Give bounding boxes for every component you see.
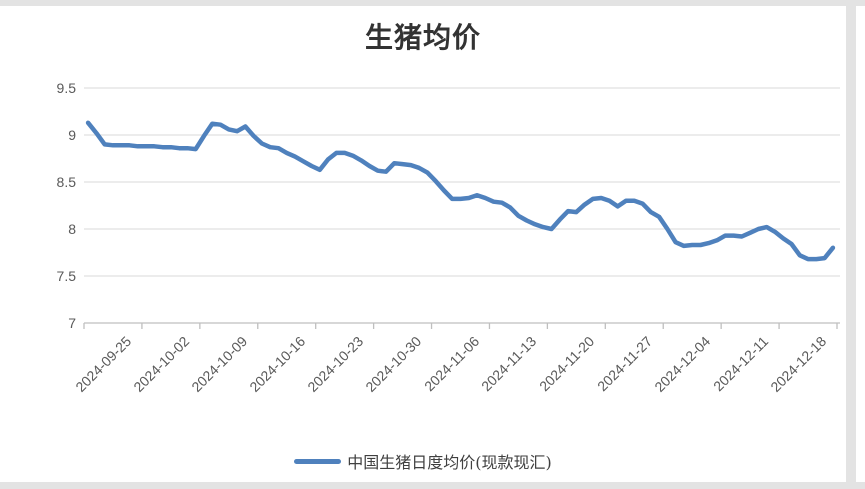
y-axis-tick-label: 8.5 — [56, 174, 76, 190]
y-axis-tick-label: 8 — [68, 221, 76, 237]
y-axis-tick-label: 9 — [68, 127, 76, 143]
frame-strip-bottom — [0, 482, 865, 489]
price-series-line — [85, 120, 836, 262]
legend: 中国生猪日度均价(现款现汇) — [0, 449, 846, 473]
legend-line-swatch — [294, 458, 342, 464]
y-axis-tick-label: 9.5 — [56, 80, 76, 96]
frame-strip-right — [846, 0, 856, 489]
y-axis-tick-label: 7 — [68, 315, 76, 331]
chart-title: 生猪均价 — [364, 21, 481, 54]
frame-strip-top — [0, 0, 865, 6]
legend-series-label: 中国生猪日度均价(现款现汇) — [347, 453, 552, 472]
y-axis-tick-label: 7.5 — [56, 268, 76, 284]
